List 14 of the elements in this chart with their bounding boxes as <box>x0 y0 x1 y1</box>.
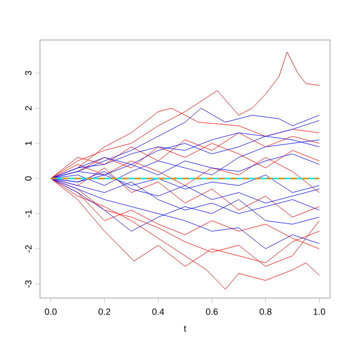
y-tick-label: 1 <box>25 141 32 146</box>
x-tick-label: 0.2 <box>98 308 110 315</box>
y-tick-label: -3 <box>25 280 32 288</box>
y-tick-label: -1 <box>25 210 32 218</box>
y-tick-label: 2 <box>25 106 32 110</box>
x-axis-title: t <box>184 326 186 332</box>
x-tick-label: 1.0 <box>314 308 326 315</box>
y-tick-label: 3 <box>25 70 32 76</box>
x-tick-label: 0.6 <box>206 308 218 315</box>
y-tick-label: -2 <box>25 245 32 252</box>
x-tick-label: 0.4 <box>152 308 164 315</box>
x-tick-label: 0.0 <box>44 308 57 315</box>
y-tick-label: 0 <box>25 176 32 181</box>
x-tick-label: 0.8 <box>260 308 272 315</box>
